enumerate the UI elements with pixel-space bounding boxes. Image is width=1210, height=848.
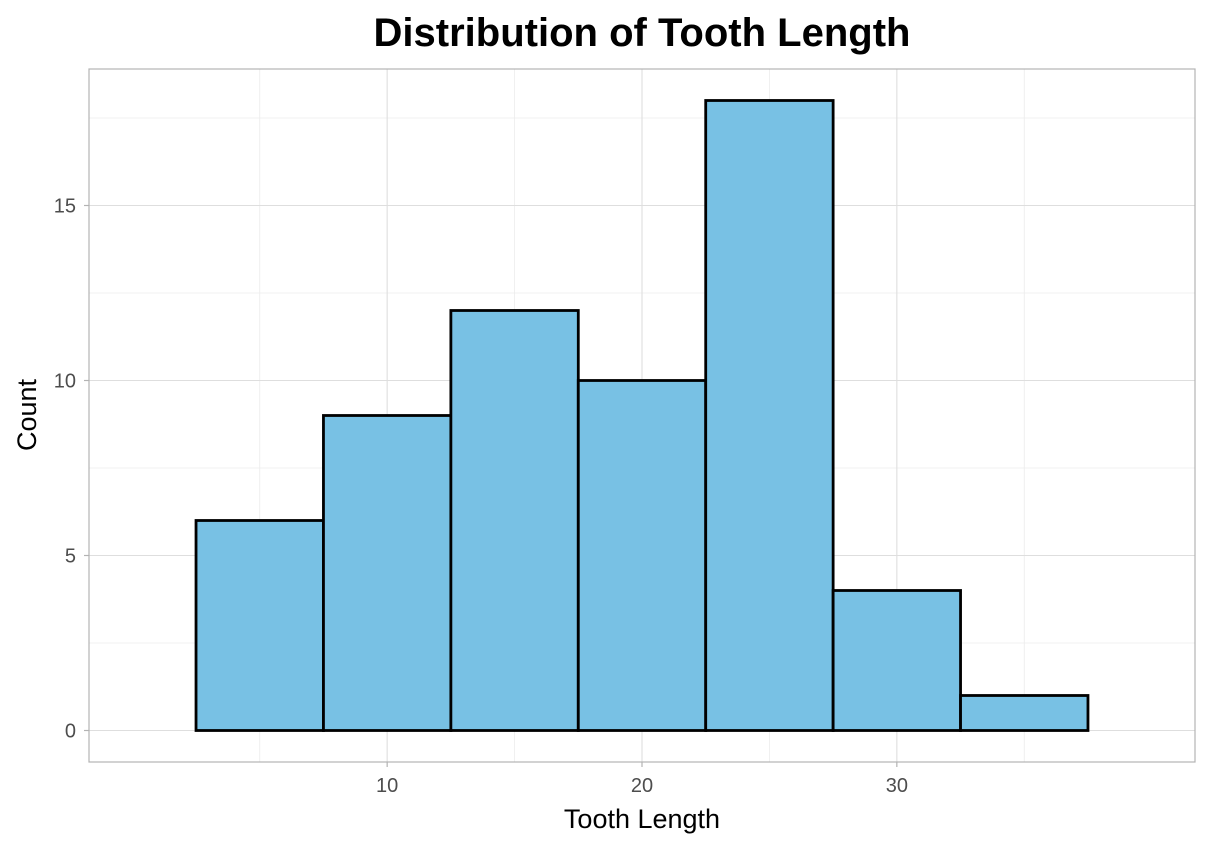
x-axis-ticks: 10 20 30 [376, 762, 908, 797]
histogram-bar [449, 309, 580, 732]
y-tick-label: 15 [54, 196, 76, 218]
histogram-bars [194, 99, 1090, 732]
x-tick-label: 20 [631, 775, 653, 797]
x-axis-title: Tooth Length [564, 804, 720, 834]
y-axis-ticks: 0 5 10 15 [54, 196, 89, 743]
y-tick-label: 0 [65, 721, 76, 743]
y-tick-label: 5 [65, 546, 76, 568]
histogram-bar [576, 379, 708, 732]
chart-title: Distribution of Tooth Length [373, 11, 911, 55]
y-tick-label: 10 [54, 371, 76, 393]
y-axis-title: Count [12, 378, 42, 451]
histogram-bar [704, 99, 835, 732]
x-tick-label: 10 [376, 775, 398, 797]
histogram-bar [322, 414, 453, 732]
x-tick-label: 30 [886, 775, 908, 797]
histogram-bar [831, 589, 962, 732]
histogram-bar [194, 519, 325, 732]
histogram-bar [959, 694, 1090, 732]
